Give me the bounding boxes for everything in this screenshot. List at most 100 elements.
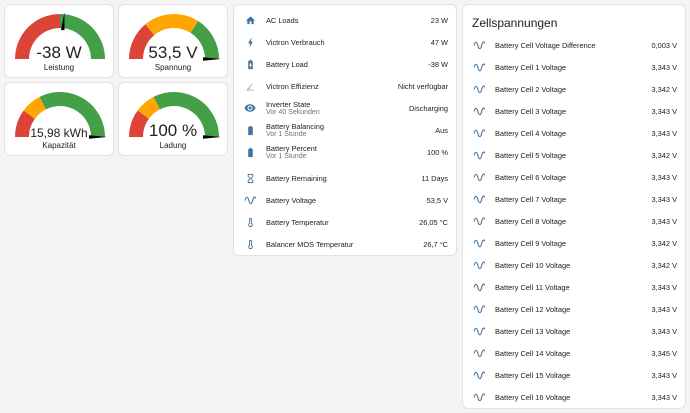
sine-wave-icon — [472, 324, 486, 338]
gauge-card-spannung[interactable]: 53,5 V Spannung — [118, 4, 228, 78]
gauge-segment — [39, 91, 105, 137]
gauge-dial — [15, 91, 107, 139]
cell-voltage-row[interactable]: Battery Cell 13 Voltage 3,343 V — [463, 320, 685, 342]
sine-wave-icon — [472, 236, 486, 250]
eye-icon — [243, 101, 257, 115]
cell-voltage-row[interactable]: Battery Cell 8 Voltage 3,343 V — [463, 210, 685, 232]
entities-card: AC Loads 23 W Victron Verbrauch 47 W Bat… — [233, 4, 457, 256]
gauge-needle — [89, 135, 107, 139]
cell-voltage-row[interactable]: Battery Cell 10 Voltage 3,342 V — [463, 254, 685, 276]
gauge-dial — [129, 14, 221, 61]
entity-value: 3,343 V — [651, 217, 677, 226]
entity-name: Battery Voltage — [266, 196, 317, 205]
sine-wave-icon — [472, 346, 486, 360]
entity-row-inverter-state[interactable]: Inverter State Vor 40 Sekunden Dischargi… — [234, 97, 456, 119]
card-title: Zellspannungen — [472, 16, 558, 30]
gauge-segment — [145, 14, 199, 36]
entity-name: Balancer MOS Temperatur — [266, 240, 354, 249]
entity-row-battery-temperatur[interactable]: Battery Temperatur 26,05 °C — [234, 211, 456, 233]
gauge-card-ladung[interactable]: 100 % Ladung — [118, 82, 228, 156]
gauge-needle — [203, 135, 221, 139]
cell-voltage-row[interactable]: Battery Cell 2 Voltage 3,342 V — [463, 78, 685, 100]
gauge-card-kapazitaet[interactable]: 15,98 kWh Kapazität — [4, 82, 114, 156]
entity-name: AC Loads — [266, 16, 299, 25]
entity-name: Battery Cell 16 Voltage — [495, 393, 571, 402]
sine-wave-icon — [472, 390, 486, 404]
entity-value: 3,342 V — [651, 239, 677, 248]
entity-value: 26,05 °C — [419, 218, 448, 227]
entity-value: 3,343 V — [651, 327, 677, 336]
entity-row-battery-remaining[interactable]: Battery Remaining 11 Days — [234, 167, 456, 189]
entity-value: 53,5 V — [426, 196, 448, 205]
cell-voltage-row[interactable]: Battery Cell 12 Voltage 3,343 V — [463, 298, 685, 320]
entity-value: 3,343 V — [651, 283, 677, 292]
gauge-card-leistung[interactable]: -38 W Leistung — [4, 4, 114, 78]
hourglass-icon — [243, 171, 257, 185]
gauge-value: -38 W — [36, 43, 82, 62]
sine-wave-icon — [472, 126, 486, 140]
entity-name: Battery Cell 1 Voltage — [495, 63, 567, 72]
entity-row-balancer-mos-temperatur[interactable]: Balancer MOS Temperatur 26,7 °C — [234, 233, 456, 255]
entity-value: 47 W — [430, 38, 448, 47]
cell-voltage-row[interactable]: Battery Cell 14 Voltage 3,345 V — [463, 342, 685, 364]
lightning-icon — [243, 35, 257, 49]
entity-name: Victron Verbrauch — [266, 38, 325, 47]
entity-value: Aus — [435, 126, 448, 135]
cell-voltage-row[interactable]: Battery Cell 9 Voltage 3,342 V — [463, 232, 685, 254]
gauge-segment — [23, 96, 46, 119]
gauge-segment — [15, 110, 35, 137]
entity-row-battery-load[interactable]: Battery Load -38 W — [234, 53, 456, 75]
sine-wave-icon — [472, 214, 486, 228]
entity-value: -38 W — [428, 60, 448, 69]
cell-voltage-row[interactable]: Battery Cell 1 Voltage 3,343 V — [463, 56, 685, 78]
entity-name: Battery Cell 7 Voltage — [495, 195, 567, 204]
cell-voltage-row[interactable]: Battery Cell 11 Voltage 3,343 V — [463, 276, 685, 298]
cell-voltage-row[interactable]: Battery Cell 15 Voltage 3,343 V — [463, 364, 685, 386]
sine-wave-icon — [472, 302, 486, 316]
gauge-segment — [60, 14, 105, 59]
entity-value: 3,343 V — [651, 173, 677, 182]
sine-wave-icon — [472, 60, 486, 74]
sine-wave-icon — [472, 192, 486, 206]
entity-name: Battery Cell 6 Voltage — [495, 173, 567, 182]
cell-voltage-row[interactable]: Battery Cell 7 Voltage 3,343 V — [463, 188, 685, 210]
gauge-segment — [15, 14, 60, 59]
cell-voltages-card: Zellspannungen Battery Cell Voltage Diff… — [462, 4, 686, 409]
entity-name: Battery Cell 15 Voltage — [495, 371, 571, 380]
entity-value: 23 W — [430, 16, 448, 25]
angle-icon — [243, 79, 257, 93]
entity-value: 26,7 °C — [423, 240, 448, 249]
entity-value: 3,343 V — [651, 371, 677, 380]
entity-name: Battery Cell Voltage Difference — [495, 41, 596, 50]
entity-name: Battery Cell 11 Voltage — [495, 283, 570, 292]
entity-name: Battery Cell 3 Voltage — [495, 107, 567, 116]
home-icon — [243, 13, 257, 27]
cell-voltage-row[interactable]: Battery Cell 6 Voltage 3,343 V — [463, 166, 685, 188]
gauge-segment — [129, 110, 149, 137]
entity-row-battery-voltage[interactable]: Battery Voltage 53,5 V — [234, 189, 456, 211]
gauge-needle — [60, 12, 65, 31]
cell-voltage-row[interactable]: Battery Cell 5 Voltage 3,342 V — [463, 144, 685, 166]
entity-name: Battery Remaining — [266, 174, 327, 183]
cell-voltage-row[interactable]: Battery Cell 3 Voltage 3,343 V — [463, 100, 685, 122]
sine-wave-icon — [243, 193, 257, 207]
entity-last-changed: Vor 40 Sekunden — [266, 109, 320, 116]
sine-wave-icon — [472, 170, 486, 184]
cell-voltage-row[interactable]: Battery Cell Voltage Difference 0,003 V — [463, 34, 685, 56]
sine-wave-icon — [472, 280, 486, 294]
entity-value: 3,343 V — [651, 129, 677, 138]
cell-voltage-row[interactable]: Battery Cell 16 Voltage 3,343 V — [463, 386, 685, 408]
entity-name: Battery Cell 13 Voltage — [495, 327, 571, 336]
entity-last-changed: Vor 1 Stunde — [266, 131, 307, 138]
entity-row-ac-loads[interactable]: AC Loads 23 W — [234, 9, 456, 31]
cell-voltage-row[interactable]: Battery Cell 4 Voltage 3,343 V — [463, 122, 685, 144]
entity-value: 11 Days — [421, 174, 448, 183]
entity-row-battery-balancing[interactable]: Battery Balancing Vor 1 Stunde Aus — [234, 119, 456, 141]
entity-row-victron-effizienz[interactable]: Victron Effizienz Nicht verfügbar — [234, 75, 456, 97]
gauge-segment — [129, 24, 155, 59]
sine-wave-icon — [472, 104, 486, 118]
entity-row-victron-verbrauch[interactable]: Victron Verbrauch 47 W — [234, 31, 456, 53]
battery-icon — [243, 123, 257, 137]
entity-row-battery-percent[interactable]: Battery Percent Vor 1 Stunde 100 % — [234, 141, 456, 163]
gauge-value: 15,98 kWh — [30, 126, 88, 140]
